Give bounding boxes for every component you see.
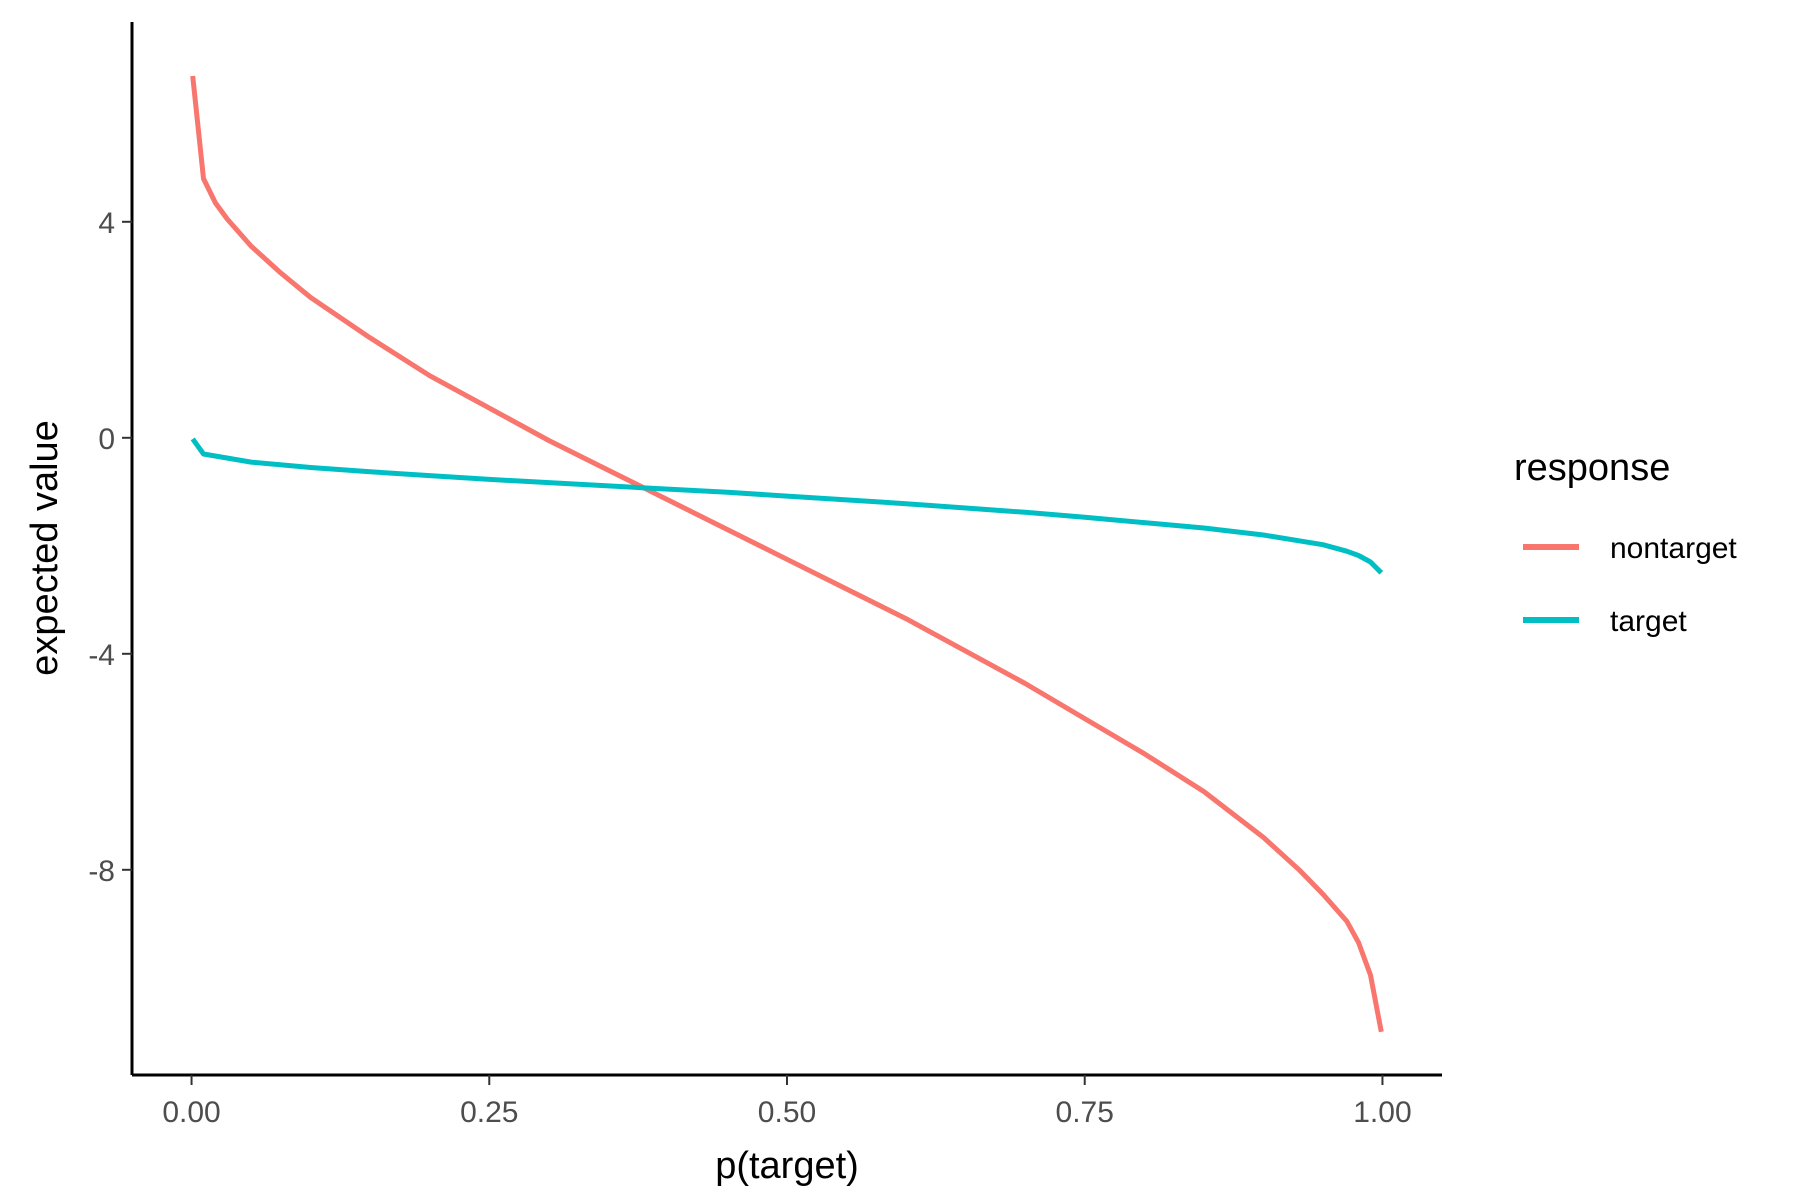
x-ticks: 0.00 0.25 0.50 0.75 1.00: [162, 1075, 1412, 1129]
legend-label-target: target: [1610, 605, 1687, 638]
legend-label-nontarget: nontarget: [1610, 532, 1737, 565]
x-axis-title: p(target): [715, 1145, 859, 1187]
y-tick-label: 0: [98, 423, 115, 456]
x-tick-label: 0.50: [758, 1096, 816, 1129]
axes: [130, 22, 1442, 1077]
plot-area: [190, 75, 1384, 1033]
y-ticks: 4 0 -4 -8: [88, 207, 132, 888]
legend: response nontarget target: [1514, 447, 1737, 638]
legend-title: response: [1514, 447, 1670, 489]
series-line-target: [190, 437, 1384, 575]
x-tick-label: 1.00: [1353, 1096, 1411, 1129]
y-tick-label: 4: [98, 207, 115, 240]
y-tick-label: -8: [88, 855, 115, 888]
x-tick-label: 0.75: [1056, 1096, 1114, 1129]
x-tick-label: 0.00: [162, 1096, 220, 1129]
x-tick-label: 0.25: [460, 1096, 518, 1129]
series-line-nontarget: [190, 75, 1384, 1033]
y-axis-title: expected value: [24, 420, 66, 676]
y-tick-label: -4: [88, 639, 115, 672]
